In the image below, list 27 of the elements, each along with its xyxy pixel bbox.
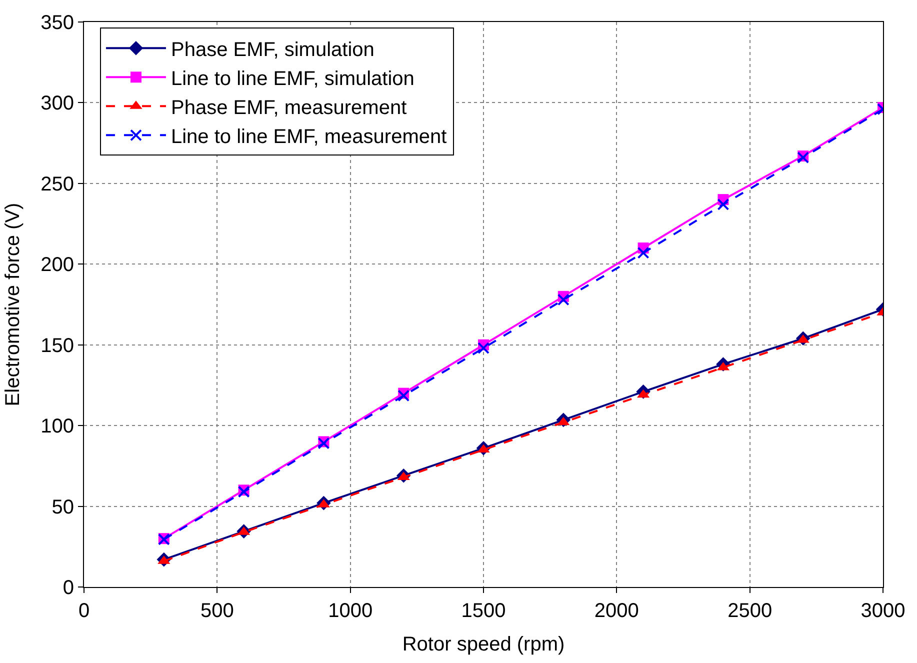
legend-label: Line to line EMF, simulation — [170, 68, 414, 90]
x-tick-label: 500 — [200, 600, 234, 622]
y-tick-label: 350 — [40, 12, 74, 34]
point — [398, 390, 410, 402]
y-tick-label: 150 — [40, 334, 74, 357]
point — [717, 198, 730, 210]
y-tick-label: 250 — [40, 173, 74, 196]
x-axis-title: Rotor speed (rpm) — [402, 634, 565, 656]
y-tick-label: 300 — [40, 92, 74, 115]
y-tick-label: 100 — [40, 416, 74, 438]
legend-label: Phase EMF, measurement — [170, 96, 408, 119]
x-tick-label: 3000 — [860, 600, 906, 622]
x-tick-label: 2000 — [594, 600, 639, 622]
y-axis-title: Electromotive force (V) — [2, 202, 24, 406]
y-tick-label: 200 — [40, 254, 74, 276]
y-tick-label: 50 — [52, 496, 74, 518]
legend-label: Line to line EMF, measurement — [170, 126, 448, 148]
y-tick-label: 0 — [62, 577, 74, 599]
x-tick-label: 0 — [78, 600, 90, 622]
point — [478, 342, 490, 354]
point — [557, 294, 570, 306]
legend-label: Phase EMF, simulation — [170, 38, 374, 61]
point — [637, 246, 650, 259]
x-tick-label: 1500 — [461, 600, 506, 622]
x-tick-label: 2500 — [728, 600, 772, 622]
point — [797, 152, 810, 164]
x-tick-label: 1000 — [328, 600, 373, 622]
